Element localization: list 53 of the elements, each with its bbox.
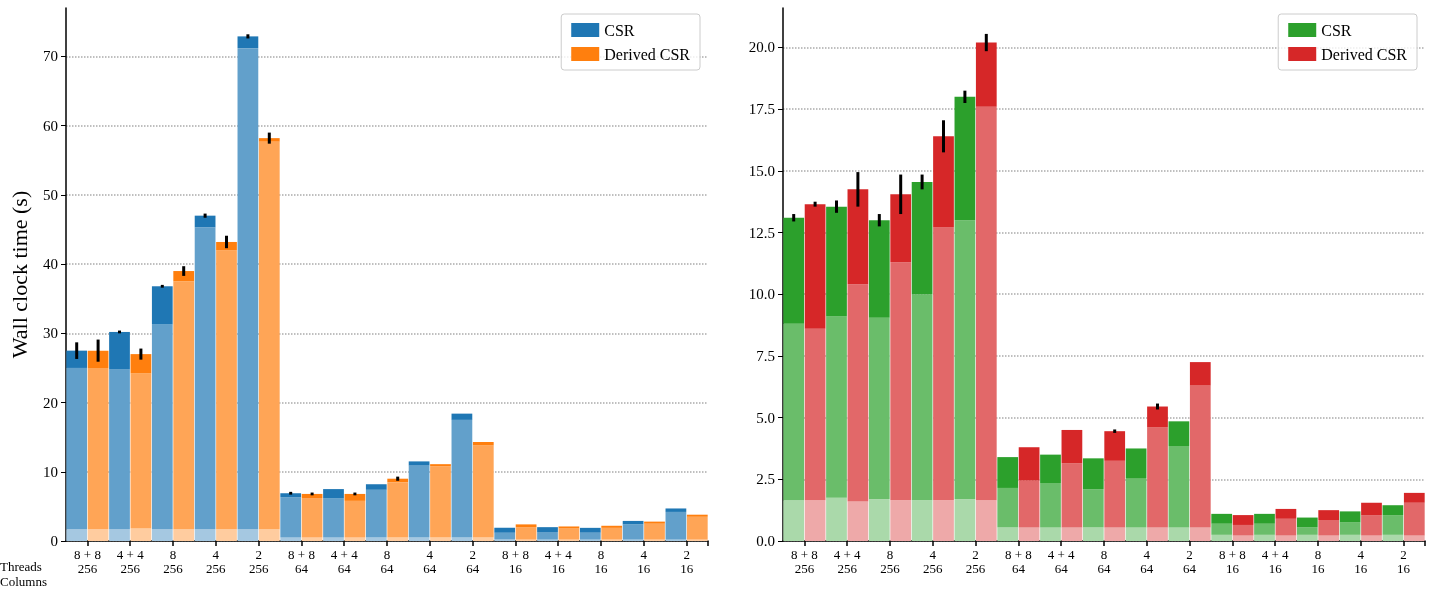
x-tick-label: 2 64 <box>1183 546 1197 576</box>
y-tick-label: 40 <box>43 256 58 273</box>
x-tick-label: 8 64 <box>380 546 395 576</box>
legend-label: Derived CSR <box>1321 45 1408 63</box>
x-tick-label: 4 + 4 64 <box>330 546 359 576</box>
y-tick-label: 0.0 <box>756 533 775 549</box>
x-tick-label: 8 + 8 64 <box>288 546 315 576</box>
x-tick-label: 4 + 4 16 <box>1261 546 1290 576</box>
y-tick-label: 12.5 <box>748 224 775 241</box>
legend-label: CSR <box>604 21 635 39</box>
y-tick-label: 17.5 <box>748 101 775 118</box>
x-tick-label: 8 + 8 256 <box>74 546 101 576</box>
y-tick-label: 10 <box>43 463 58 480</box>
x-tick-label: 8 256 <box>163 546 184 576</box>
x-tick-label: 4 + 4 256 <box>116 546 145 576</box>
x-tick-label: 8 16 <box>594 546 609 576</box>
y-tick-label: 2.5 <box>756 471 775 488</box>
x-tick-label: 8 64 <box>1097 546 1111 576</box>
x-tick-label: 2 64 <box>466 546 480 576</box>
x-tick-label: 4 + 4 16 <box>544 546 573 576</box>
y-tick-label: 5.0 <box>756 409 775 426</box>
y-axis-title: Wall clock time (s) <box>6 190 32 359</box>
x-tick-label: 8 16 <box>1311 546 1325 576</box>
x-tick-label: 2 256 <box>248 546 269 576</box>
y-tick-label: 10.0 <box>748 286 775 303</box>
y-tick-label: 50 <box>43 186 58 203</box>
x-tick-label: 4 + 4 64 <box>1047 546 1076 576</box>
x-tick-label: 8 256 <box>880 546 901 576</box>
legend-label: CSR <box>1321 21 1352 39</box>
x-tick-label: 4 256 <box>923 546 944 576</box>
x-tick-label: 4 64 <box>1140 546 1154 576</box>
y-tick-label: 20.0 <box>748 39 775 56</box>
x-tick-label: 8 + 8 256 <box>790 546 818 576</box>
y-tick-label: 15.0 <box>748 162 775 179</box>
y-tick-label: 7.5 <box>756 347 775 364</box>
y-tick-label: 30 <box>43 325 58 342</box>
x-tick-label: 8 + 8 16 <box>502 546 529 576</box>
x-axis-title: Threads Columns <box>0 559 47 589</box>
x-tick-label: 4 256 <box>206 546 227 576</box>
x-tick-label: 8 + 8 16 <box>1218 546 1246 576</box>
x-tick-label: 4 + 4 256 <box>833 546 862 576</box>
x-tick-label: 4 16 <box>1354 546 1368 576</box>
y-tick-label: 60 <box>43 117 58 134</box>
y-tick-label: 70 <box>43 48 58 65</box>
x-tick-label: 4 64 <box>423 546 437 576</box>
y-tick-label: 20 <box>43 394 58 411</box>
x-tick-label: 8 + 8 64 <box>1004 546 1032 576</box>
x-tick-label: 2 16 <box>1397 546 1411 576</box>
legend-label: Derived CSR <box>604 45 691 63</box>
y-tick-label: 0 <box>50 533 58 549</box>
x-tick-label: 2 16 <box>680 546 694 576</box>
x-tick-label: 2 256 <box>965 546 986 576</box>
x-tick-label: 4 16 <box>637 546 651 576</box>
